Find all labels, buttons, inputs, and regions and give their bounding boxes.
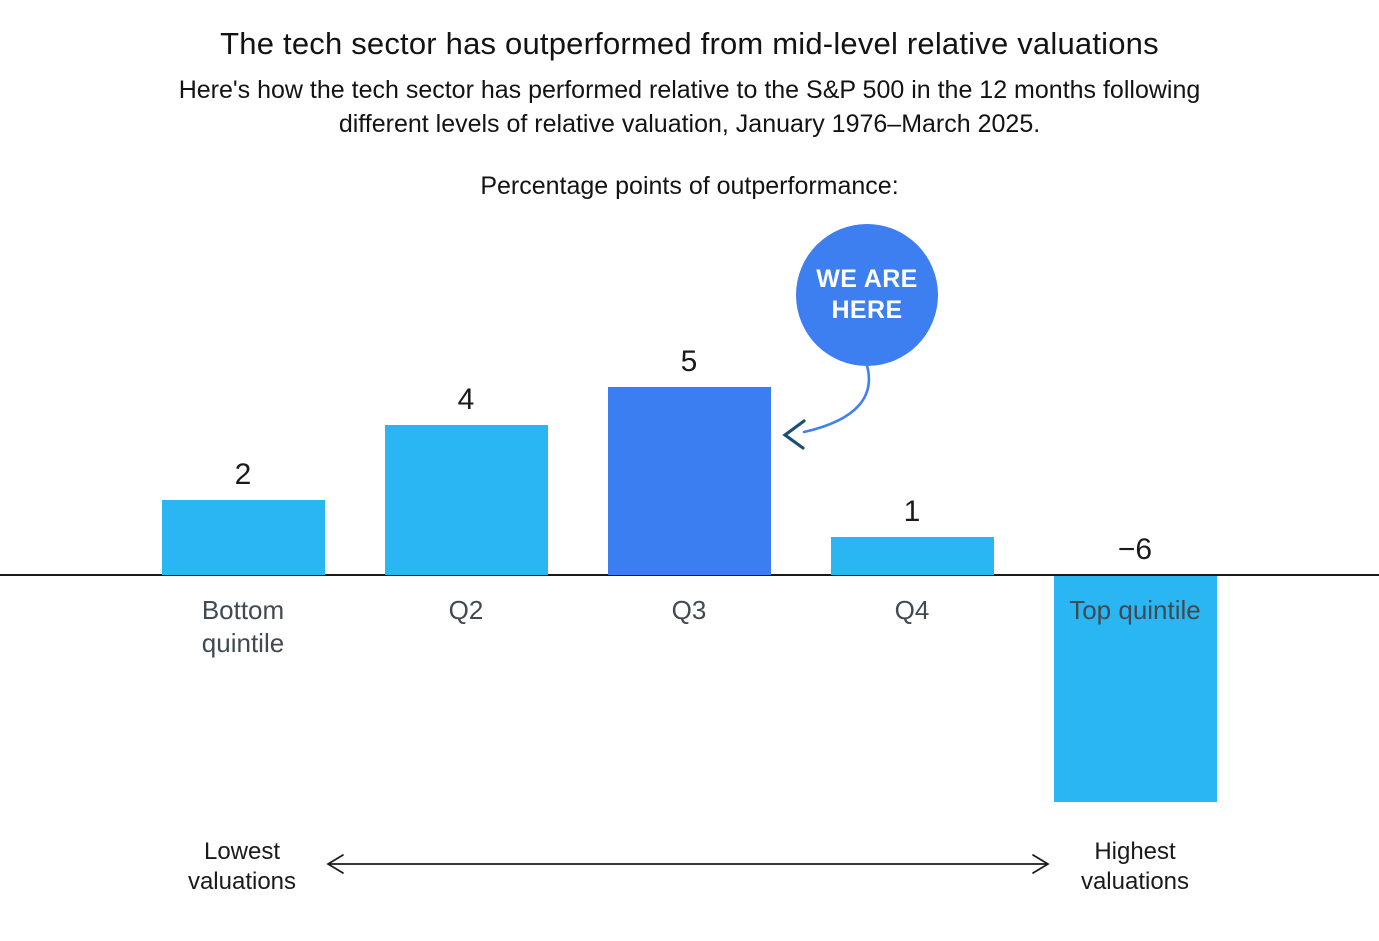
page-subtitle: Here's how the tech sector has performed… (178, 76, 1201, 138)
bar-value-q4: 1 (903, 495, 921, 529)
page-title: The tech sector has outperformed from mi… (220, 26, 1159, 61)
bar-q4 (830, 537, 994, 575)
bar-value-bottom-quintile: 2 (234, 457, 252, 491)
bar-q2 (384, 424, 548, 575)
bar-q3 (607, 387, 771, 575)
bar-top-quintile (1053, 576, 1217, 802)
highest-valuations-label: Highest valuations (1080, 838, 1190, 895)
chart-heading: Percentage points of outperformance: (480, 172, 899, 200)
x-axis-label-top-quintile: Top quintile (1069, 595, 1201, 625)
bar-value-top-quintile: −6 (1117, 533, 1153, 566)
x-axis-label-q2: Q2 (448, 595, 484, 625)
bar-value-q3: 5 (680, 345, 698, 378)
bar-bottom-quintile (161, 499, 325, 575)
x-axis-label-q4: Q4 (894, 595, 930, 625)
x-axis-label-bottom-quintile: Bottom quintile (201, 595, 285, 658)
bar-value-q2: 4 (457, 382, 475, 416)
we-are-here-label: WE ARE HERE (816, 265, 918, 324)
x-axis-line (0, 574, 1379, 576)
lowest-valuations-label: Lowest valuations (187, 838, 297, 895)
x-axis-label-q3: Q3 (671, 595, 707, 625)
valuation-range-arrow-icon (326, 854, 1050, 874)
bubble-arrow-icon (782, 360, 871, 450)
we-are-here-bubble: WE ARE HERE (796, 224, 938, 366)
